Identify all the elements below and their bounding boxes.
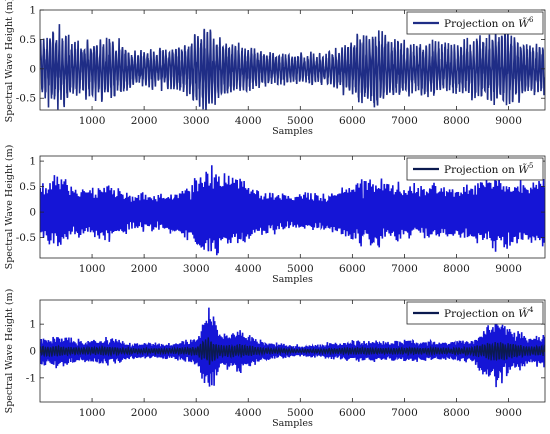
x-tick-label: 1000: [79, 115, 106, 127]
x-tick-label: 7000: [391, 115, 418, 127]
legend-label: Projection on W̃5: [444, 162, 533, 176]
series-line: [40, 165, 545, 256]
subplot-2: -0.5 0 0.5 1 1000 2000 3000 4000 5000 6000 7000 800…: [4, 145, 546, 285]
legend-box: [406, 301, 544, 325]
x-tick-label: 3000: [183, 263, 210, 275]
x-tick-label: 5000: [287, 115, 314, 127]
y-tick-label: 0.5: [19, 34, 36, 46]
y-tick-label: -0.5: [16, 232, 36, 244]
x-tick-label: 8000: [443, 263, 470, 275]
x-tick-label: 6000: [339, 407, 366, 419]
series-line: [40, 24, 545, 110]
x-axis-label: Samples: [272, 126, 313, 137]
legend: Projection on W̃6: [406, 11, 544, 35]
x-tick-label: 3000: [183, 115, 210, 127]
series-overlay-line: [40, 337, 545, 365]
x-tick-label: 6000: [339, 115, 366, 127]
y-tick-label: 0: [29, 346, 36, 358]
x-tick-label: 6000: [339, 263, 366, 275]
y-tick-label: -0.5: [16, 93, 36, 105]
y-axis-label: Spectral Wave Height (m): [4, 145, 15, 270]
x-tick-label: 8000: [443, 407, 470, 419]
axes-frame: [39, 9, 546, 111]
y-tick-label: -1: [26, 372, 36, 384]
axes-frame: [39, 155, 546, 259]
x-tick-label: 4000: [235, 407, 262, 419]
x-tick-label: 2000: [131, 407, 158, 419]
legend-label: Projection on W̃4: [444, 306, 534, 320]
y-tick-label: 1: [29, 319, 36, 331]
legend-label: Projection on W̃6: [444, 16, 534, 30]
y-tick-label: 0: [29, 63, 36, 75]
legend: Projection on W̃5: [406, 157, 544, 181]
x-tick-label: 1000: [79, 407, 106, 419]
x-axis-label: Samples: [272, 274, 313, 285]
x-tick-label: 9000: [495, 263, 522, 275]
legend-box: [406, 157, 544, 181]
legend-box: [406, 11, 544, 35]
x-tick-label: 4000: [235, 115, 262, 127]
y-axis-label: Spectral Wave Height (m): [4, 0, 15, 122]
x-tick-label: 4000: [235, 263, 262, 275]
legend: Projection on W̃4: [406, 301, 544, 325]
subplot-3: -1 0 1 1000 2000 3000 4000 5000 6000 7000 8000 9000…: [4, 289, 546, 429]
x-tick-label: 2000: [131, 263, 158, 275]
x-tick-label: 1000: [79, 263, 106, 275]
x-tick-label: 9000: [495, 115, 522, 127]
y-tick-label: 0.5: [19, 181, 36, 193]
x-tick-label: 5000: [287, 263, 314, 275]
x-tick-label: 3000: [183, 407, 210, 419]
x-tick-label: 9000: [495, 407, 522, 419]
x-tick-label: 2000: [131, 115, 158, 127]
y-axis-label: Spectral Wave Height (m): [4, 289, 15, 414]
y-tick-label: 1: [29, 5, 36, 17]
subplot-1: -0.5 0 0.5 1 1000 2000 3000 4000 5000 6000 7000 800…: [4, 0, 546, 137]
x-tick-label: 7000: [391, 407, 418, 419]
x-tick-label: 8000: [443, 115, 470, 127]
x-tick-label: 7000: [391, 263, 418, 275]
x-tick-label: 5000: [287, 407, 314, 419]
x-axis-label: Samples: [272, 418, 313, 429]
y-tick-label: 1: [29, 156, 36, 168]
y-tick-label: 0: [29, 207, 36, 219]
